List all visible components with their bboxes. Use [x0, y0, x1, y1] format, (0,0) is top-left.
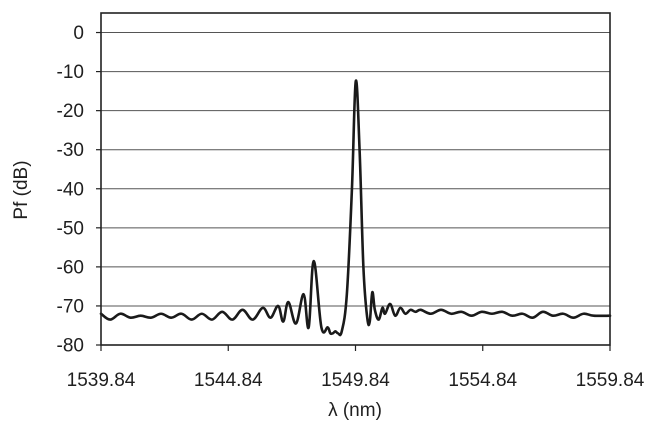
y-tick-label: -10	[57, 62, 84, 83]
plot-frame	[100, 12, 611, 346]
y-axis-label: Pf (dB)	[11, 160, 32, 219]
x-tick-label: 1549.84	[321, 370, 390, 391]
x-tick-label: 1559.84	[576, 370, 645, 391]
x-tick-labels: 1539.84 1544.84 1549.84 1554.84 1559.84	[67, 345, 645, 391]
y-tick-label: -60	[57, 257, 84, 278]
series-line	[99, 79, 612, 337]
y-tick-labels: 0 -10 -20 -30 -40 -50 -60 -70 -80	[57, 23, 101, 357]
x-tick-label: 1544.84	[194, 370, 263, 391]
y-tick-label: -40	[57, 179, 84, 200]
x-axis-label: λ (nm)	[328, 400, 382, 421]
y-tick-label: -50	[57, 218, 84, 239]
y-tick-label: -70	[57, 296, 84, 317]
x-tick-label: 1554.84	[448, 370, 517, 391]
y-tick-label: -20	[57, 101, 84, 122]
y-tick-label: -80	[57, 336, 84, 357]
y-tick-label: 0	[73, 23, 84, 44]
x-tick-label: 1539.84	[67, 370, 136, 391]
y-tick-label: -30	[57, 140, 84, 161]
